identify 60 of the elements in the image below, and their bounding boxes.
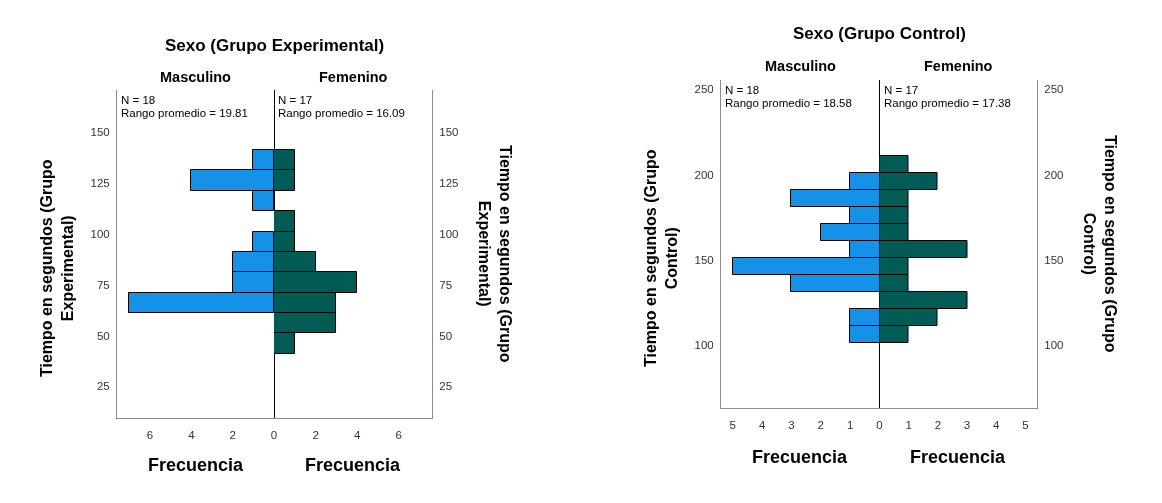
x-tick-label: 2 [817,418,824,431]
y-tick-label: 200 [694,168,714,181]
annotation: N = 18 [121,94,156,106]
annotation: Rango promedio = 19.81 [121,107,248,119]
x-tick-label: 1 [905,418,912,431]
x-tick-label: 2 [229,428,236,441]
y-tick-label: 150 [439,125,459,138]
y-tick-label: 250 [1044,83,1064,96]
x-tick-label: 4 [353,428,361,441]
y-tick-label: 75 [439,278,453,291]
chart-subtitle: Femenino [924,58,993,74]
y-tick-label: 200 [1044,168,1064,181]
x-tick-label: 4 [992,418,1000,431]
x-tick-label: 5 [1022,418,1029,431]
chart-subtitle: Femenino [319,69,388,85]
y-tick-label: 125 [439,176,459,189]
x-axis-title: Frecuencia [148,455,245,475]
y-axis-title: Tiempo en segundos (Grupo Experimental) [38,159,76,377]
x-tick-label: 5 [729,418,736,431]
chart-title: Sexo (Grupo Control) [793,24,966,43]
annotation: N = 18 [725,84,760,96]
annotation: Rango promedio = 18.58 [725,97,852,109]
annotation: N = 17 [884,84,919,96]
y-axis-title: Tiempo en segundos (Grupo Experimental) [476,145,514,363]
chart-title: Sexo (Grupo Experimental) [165,36,385,55]
x-tick-label: 4 [758,418,766,431]
annotation: Rango promedio = 16.09 [278,107,405,119]
x-tick-label: 6 [395,428,402,441]
y-tick-label: 100 [1044,338,1064,351]
x-tick-label: 6 [146,428,154,441]
x-tick-label: 2 [312,428,319,441]
y-tick-label: 150 [90,125,110,138]
x-axis-title: Frecuencia [910,447,1007,467]
x-tick-label: 0 [876,418,883,431]
x-tick-label: 3 [788,418,795,431]
x-tick-label: 4 [188,428,196,441]
x-axis-title: Frecuencia [305,455,402,475]
chart-subtitle: Masculino [160,69,232,85]
x-tick-label: 2 [934,418,942,431]
x-tick-label: 3 [963,418,971,431]
y-tick-label: 150 [694,253,714,266]
y-tick-label: 50 [439,329,453,342]
y-tick-label: 150 [1044,253,1064,266]
x-axis-title: Frecuencia [752,447,849,467]
y-tick-label: 250 [694,83,714,96]
annotation: N = 17 [278,94,313,106]
y-tick-label: 25 [96,380,110,393]
chart-subtitle: Masculino [765,58,837,74]
y-tick-label: 100 [694,338,714,351]
y-tick-label: 125 [90,176,110,189]
y-axis-title: Tiempo en segundos (Grupo Control) [642,149,680,367]
x-tick-label: 0 [270,428,278,441]
y-tick-label: 100 [439,227,459,240]
y-tick-label: 100 [90,227,110,240]
x-tick-label: 1 [846,418,854,431]
y-tick-label: 50 [96,329,110,342]
y-tick-label: 75 [96,278,110,291]
y-tick-label: 25 [439,380,453,393]
annotation: Rango promedio = 17.38 [884,97,1011,109]
y-axis-title: Tiempo en segundos (Grupo Control) [1081,135,1119,353]
